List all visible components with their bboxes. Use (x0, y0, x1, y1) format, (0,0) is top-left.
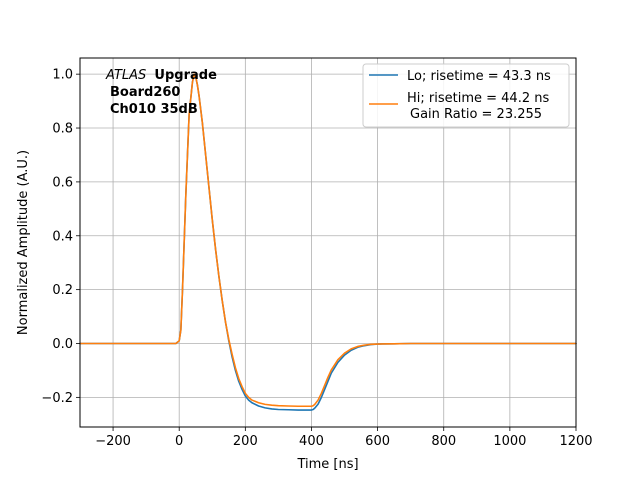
x-tick-label: 800 (431, 434, 456, 449)
y-axis-label: Normalized Amplitude (A.U.) (16, 150, 31, 335)
x-axis-label: Time [ns] (296, 457, 358, 472)
legend-box (362, 63, 570, 128)
x-tick-label: 600 (365, 434, 390, 449)
series-group (79, 73, 577, 411)
y-tick-label: 1.0 (52, 68, 73, 83)
legend-label-lo: Lo; risetime = 43.3 ns (407, 69, 551, 84)
y-axis: −0.2 0.0 0.2 0.4 0.6 0.8 1.0 (41, 68, 80, 406)
legend: Lo; risetime = 43.3 ns Hi; risetime = 44… (362, 63, 570, 128)
y-tick-label: 0.4 (52, 229, 73, 244)
y-tick-label: −0.2 (41, 391, 73, 406)
x-tick-label: 200 (233, 434, 258, 449)
annotation-experiment: ATLAS (105, 68, 146, 83)
x-axis: −200 0 200 400 600 800 1000 1200 (95, 427, 593, 449)
annotation-board: Board260 (110, 85, 180, 100)
legend-label-hi: Hi; risetime = 44.2 ns (407, 91, 549, 106)
x-tick-label: −200 (95, 434, 131, 449)
x-tick-label: 400 (299, 434, 324, 449)
y-tick-label: 0.8 (52, 122, 73, 137)
annotation-channel: Ch010 35dB (110, 102, 198, 117)
svg-text:ATLAS Upgrade: ATLAS Upgrade (105, 68, 217, 83)
x-tick-label: 1200 (559, 434, 592, 449)
plot-frame (79, 57, 577, 428)
y-tick-label: 0.2 (52, 283, 73, 298)
series-line-hi (79, 73, 577, 408)
atlas-annotation: ATLAS Upgrade Board260 Ch010 35dB (105, 68, 217, 117)
y-tick-label: 0.6 (52, 175, 73, 190)
legend-label-hi-gain: Gain Ratio = 23.255 (410, 107, 542, 122)
x-tick-label: 0 (175, 434, 183, 449)
y-tick-label: 0.0 (52, 337, 73, 352)
x-tick-label: 1000 (493, 434, 526, 449)
annotation-tag: Upgrade (154, 68, 217, 83)
